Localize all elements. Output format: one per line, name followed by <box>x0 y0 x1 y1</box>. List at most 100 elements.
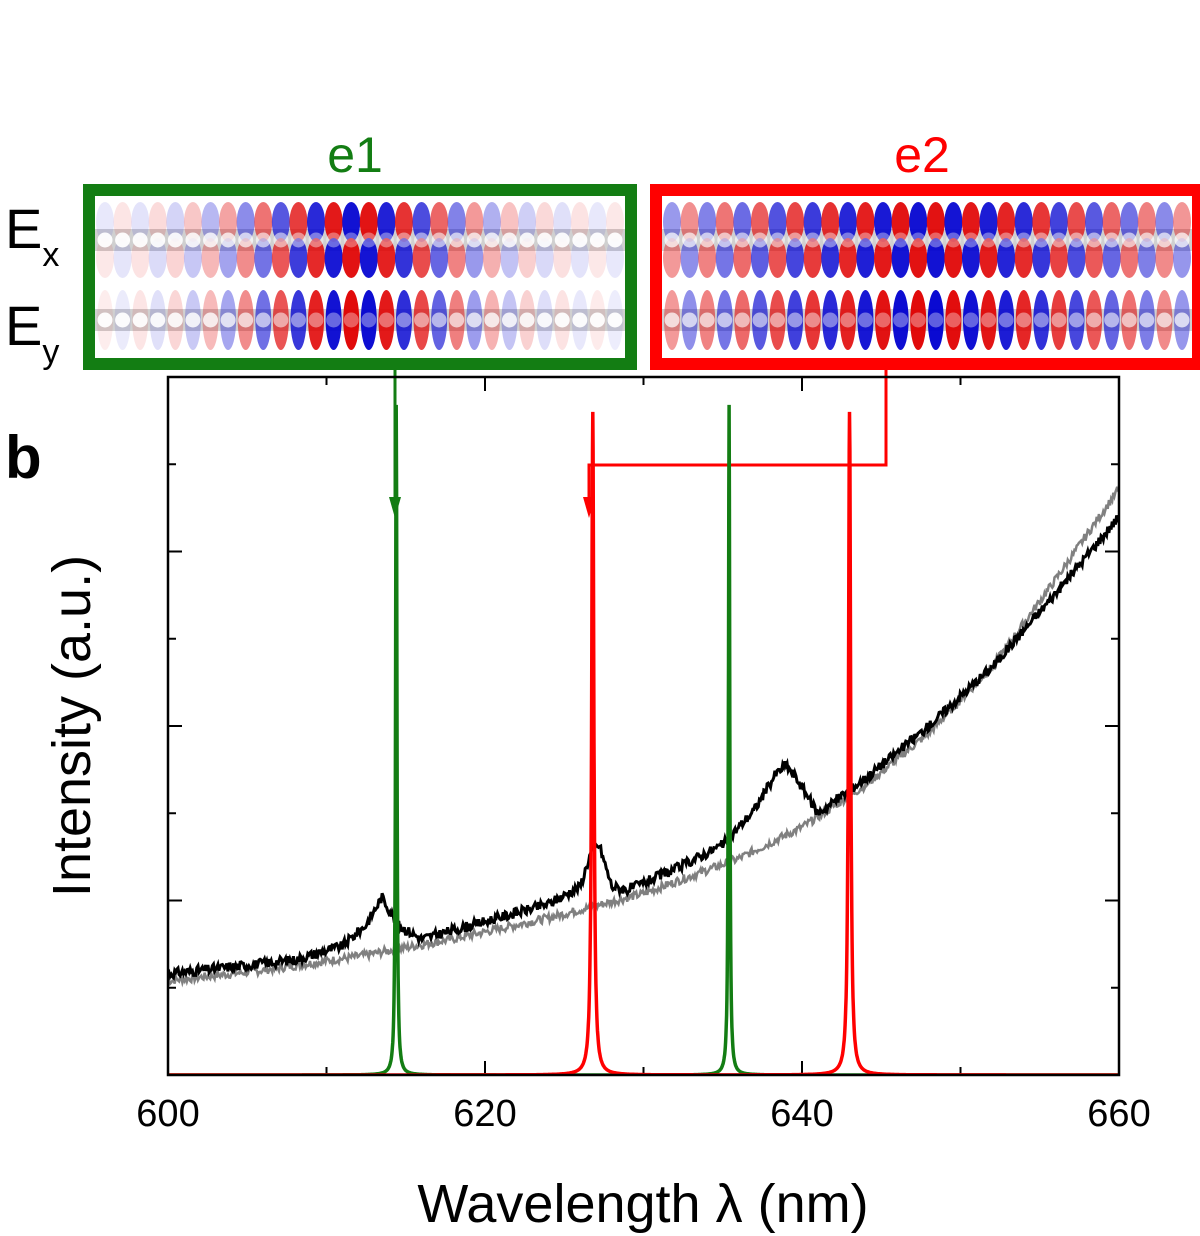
hole <box>998 312 1014 328</box>
plot-area: 600 620 640 660 <box>136 375 1151 1135</box>
row-label-ey: Ey <box>5 294 59 371</box>
field-lobe <box>518 202 537 242</box>
hole <box>1174 232 1190 248</box>
field-lobe <box>891 238 910 278</box>
field-lobe <box>553 238 572 278</box>
hole <box>132 312 148 328</box>
field-lobe <box>1173 202 1191 242</box>
field-lobe <box>926 238 945 278</box>
field-lobe <box>271 202 290 242</box>
hole <box>770 312 786 328</box>
field-lobe <box>1102 238 1121 278</box>
hole <box>115 312 131 328</box>
field-lobe <box>927 290 944 350</box>
field-lobe <box>1049 238 1068 278</box>
hole <box>1174 312 1190 328</box>
field-lobe <box>289 238 308 278</box>
field-lobe <box>254 202 273 242</box>
field-lobe <box>482 202 501 242</box>
field-lobe <box>961 202 980 242</box>
hole <box>752 312 768 328</box>
y-axis-label: Intensity (a.u.) <box>42 555 102 897</box>
row-label-ey-base: E <box>5 294 42 357</box>
field-lobe <box>201 202 220 242</box>
field-lobe <box>148 202 167 242</box>
field-lobe <box>430 238 449 278</box>
field-lobe <box>1155 202 1174 242</box>
hole <box>945 312 961 328</box>
field-lobe <box>588 202 607 242</box>
field-lobe <box>838 238 857 278</box>
field-lobe <box>360 290 377 350</box>
hole <box>1121 232 1137 248</box>
field-lobe <box>570 238 589 278</box>
hole <box>752 232 768 248</box>
hole <box>589 232 605 248</box>
field-lobe <box>394 202 413 242</box>
field-lobe <box>96 238 114 278</box>
hole <box>255 312 271 328</box>
panel-label: b <box>5 424 42 491</box>
hole <box>822 312 838 328</box>
hole <box>822 232 838 248</box>
field-lobe <box>1032 202 1051 242</box>
field-lobe <box>979 202 998 242</box>
field-lobe <box>131 238 150 278</box>
hole <box>537 232 553 248</box>
hole <box>1121 312 1137 328</box>
hole <box>963 312 979 328</box>
field-lobe <box>1050 290 1067 350</box>
hole <box>554 232 570 248</box>
hole <box>787 312 803 328</box>
hole <box>572 232 588 248</box>
hole <box>238 232 254 248</box>
field-lobe <box>997 238 1016 278</box>
series-simulated-e1 <box>168 404 1119 1075</box>
field-lobe <box>1067 238 1086 278</box>
field-lobe <box>343 290 360 350</box>
hole <box>875 312 891 328</box>
field-lobe <box>500 238 519 278</box>
field-lobe <box>308 290 325 350</box>
hole <box>290 232 306 248</box>
field-lobe <box>606 238 624 278</box>
field-lobe <box>324 238 343 278</box>
inset-frame-e2 <box>650 184 1200 370</box>
x-tick-label: 600 <box>136 1093 199 1135</box>
x-tick-label: 640 <box>770 1093 833 1135</box>
hole <box>1033 312 1049 328</box>
hole <box>326 232 342 248</box>
field-lobe <box>786 238 805 278</box>
field-lobe <box>875 290 892 350</box>
field-lobe <box>166 202 185 242</box>
hole <box>1016 312 1032 328</box>
hole <box>1033 232 1049 248</box>
field-lobe <box>980 290 997 350</box>
hole <box>396 232 412 248</box>
hole <box>396 312 412 328</box>
field-lobe <box>412 202 431 242</box>
hole <box>97 312 113 328</box>
field-lobe <box>290 290 307 350</box>
inset-field-map-e2 <box>650 184 1200 370</box>
hole <box>554 312 570 328</box>
hole <box>484 312 500 328</box>
hole <box>414 232 430 248</box>
field-lobe <box>874 238 893 278</box>
field-lobe <box>236 202 255 242</box>
hole <box>875 232 891 248</box>
field-lobe <box>856 202 875 242</box>
hole <box>378 232 394 248</box>
field-lobe <box>1120 202 1139 242</box>
hole <box>857 312 873 328</box>
field-lobe <box>768 202 787 242</box>
field-lobe <box>465 238 484 278</box>
field-lobe <box>289 202 308 242</box>
row-label-ex-base: E <box>5 197 42 260</box>
hole <box>185 312 201 328</box>
field-lobe <box>1015 290 1032 350</box>
field-lobe <box>342 238 361 278</box>
hole <box>150 312 166 328</box>
field-lobe <box>750 238 769 278</box>
hole <box>308 312 324 328</box>
